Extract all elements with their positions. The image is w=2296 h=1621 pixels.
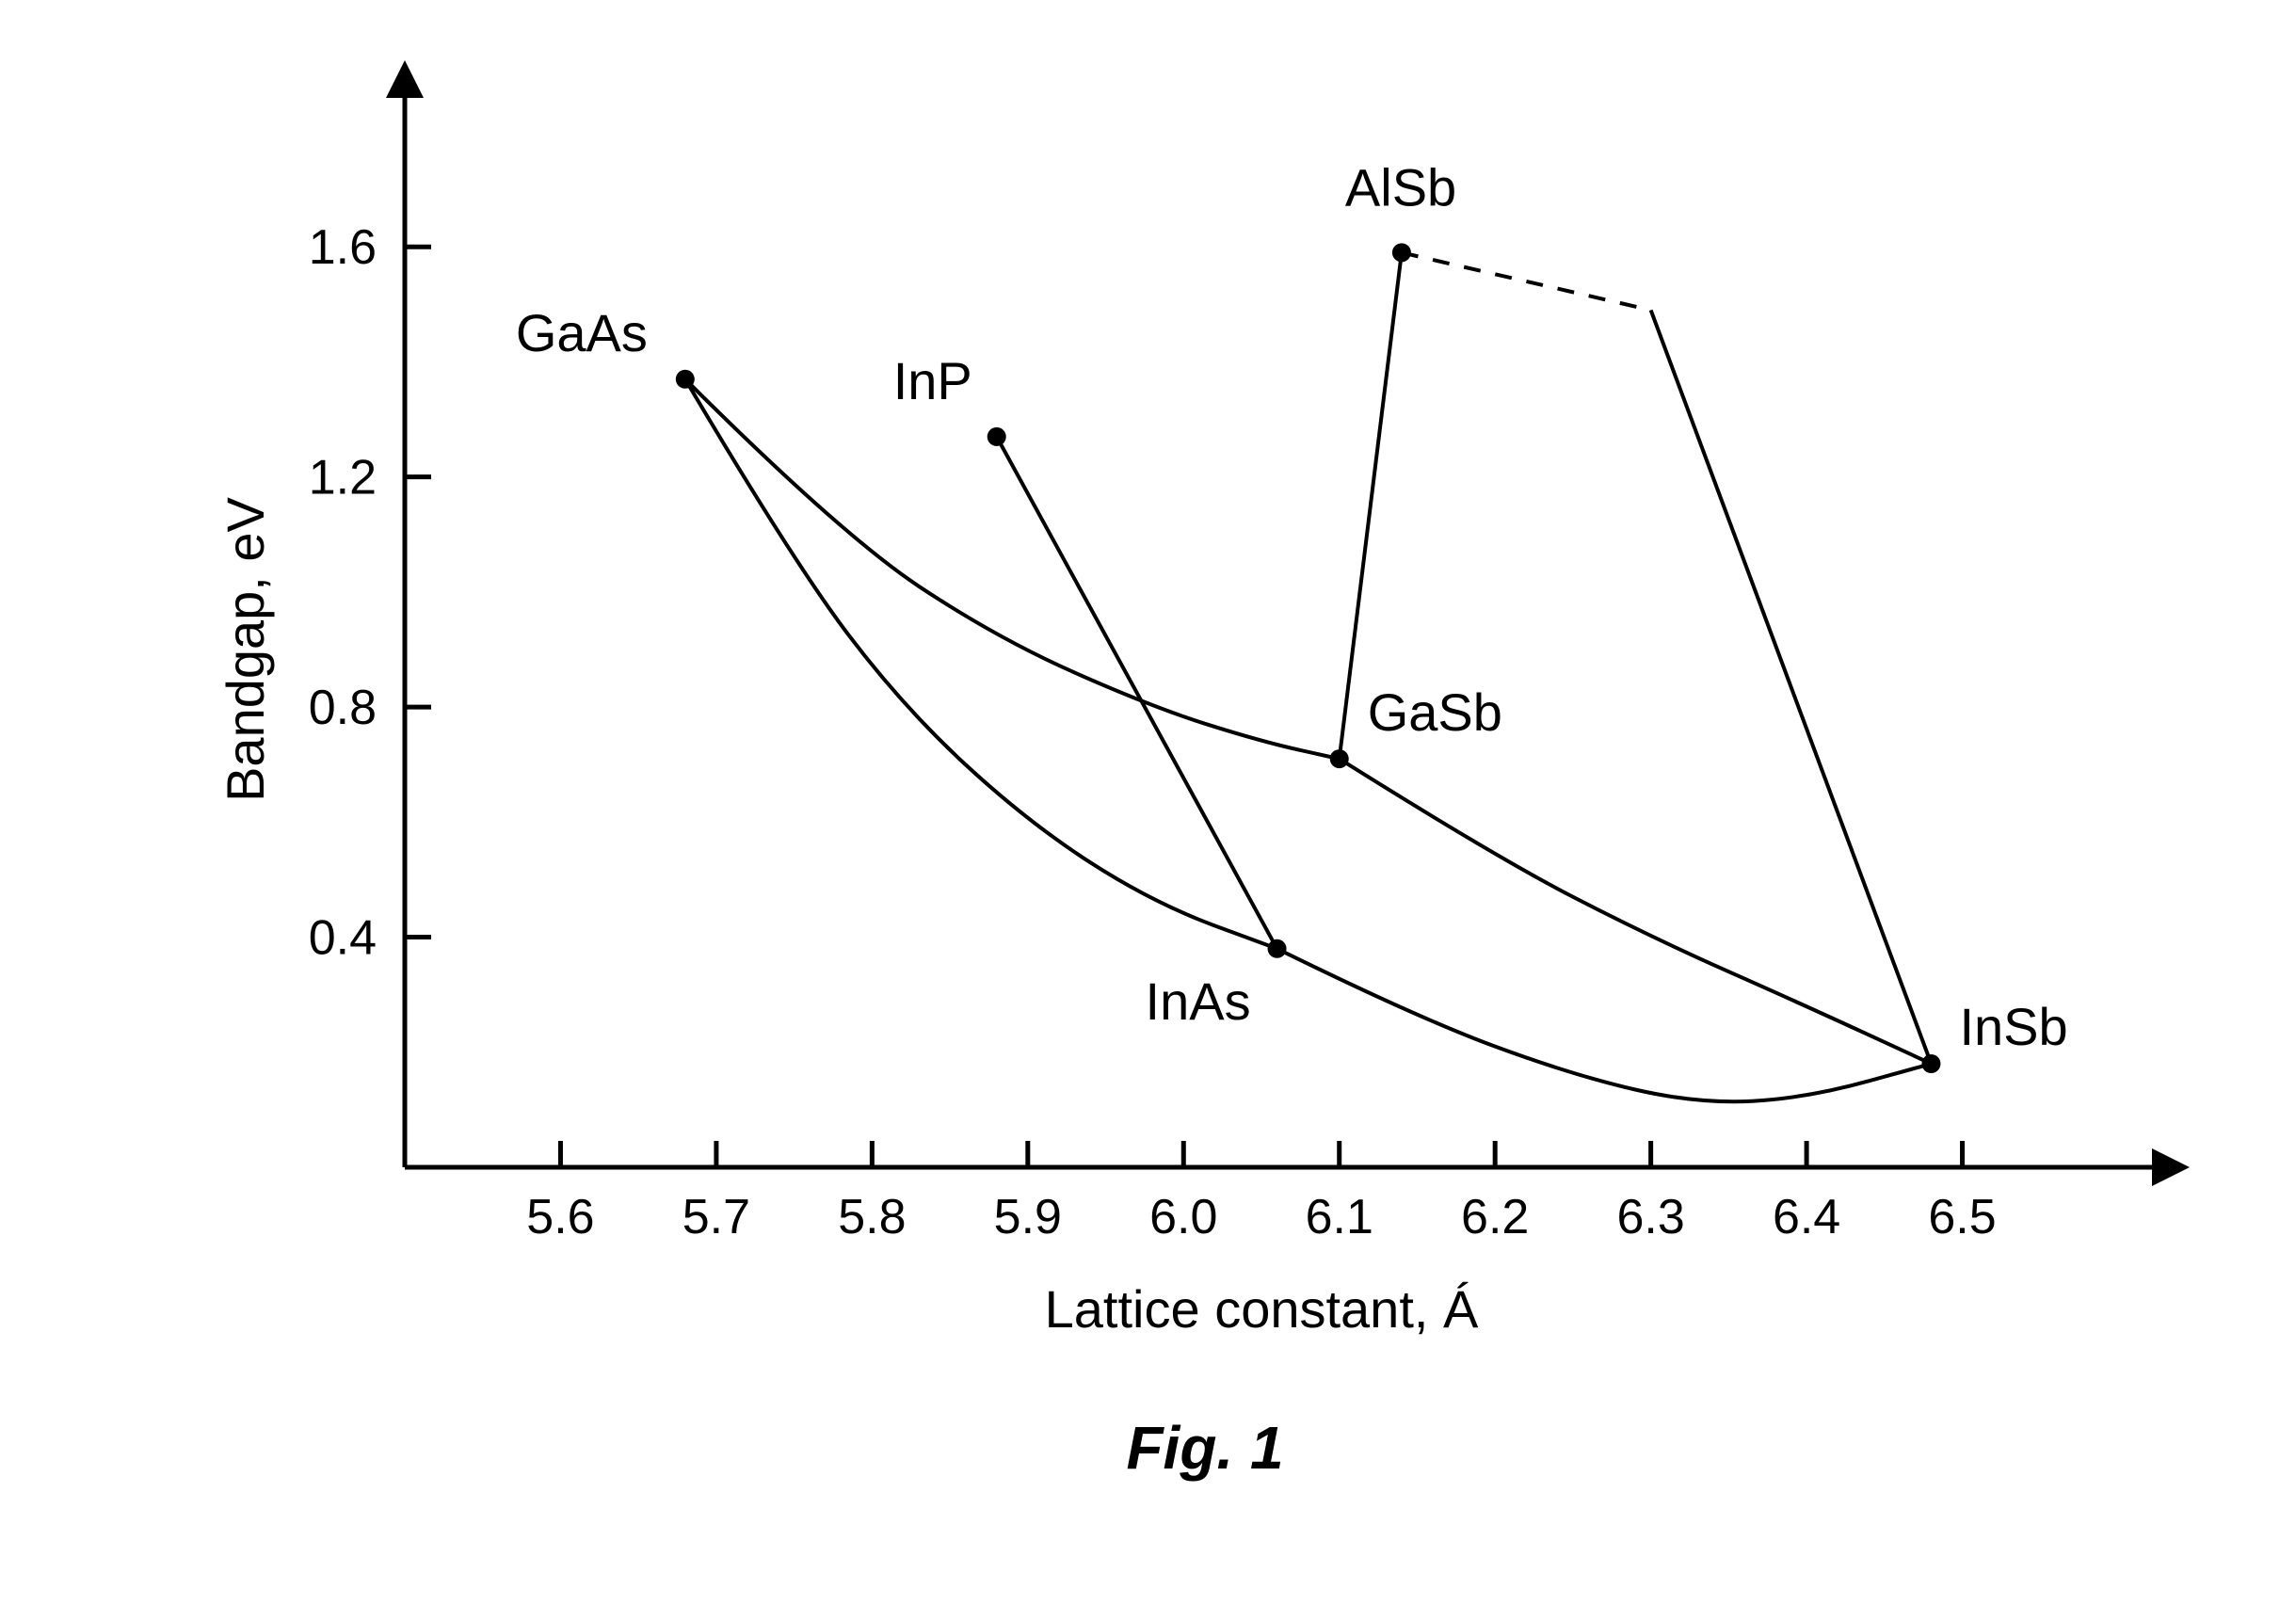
curve-InAs-InSb [1277,949,1932,1101]
y-tick-label: 0.8 [309,681,377,735]
label-AlSb: AlSb [1345,157,1456,217]
x-tick-label: 6.4 [1773,1190,1840,1244]
label-InSb: InSb [1959,997,2067,1056]
x-axis-label: Lattice constant, Á [1045,1279,1479,1339]
marker-GaSb [1330,749,1349,768]
label-InP: InP [893,351,972,410]
x-tick-label: 5.6 [526,1190,594,1244]
label-InAs: InAs [1146,971,1251,1031]
y-axis-label: Bandgap, eV [216,496,275,801]
curve-kink-InSb [1651,310,1932,1064]
y-tick-label: 1.2 [309,451,377,506]
marker-InSb [1921,1054,1940,1073]
label-GaSb: GaSb [1368,682,1502,742]
x-tick-label: 5.9 [994,1190,1062,1244]
x-tick-label: 6.2 [1461,1190,1529,1244]
label-GaAs: GaAs [516,303,648,362]
marker-AlSb [1392,243,1411,262]
curve-GaAs-GaSb [685,379,1340,759]
marker-InP [987,427,1006,446]
figure-caption: Fig. 1 [1126,1414,1283,1482]
chart-svg: 5.6 5.7 5.8 5.9 6.0 6.1 6.2 6.3 6.4 6.5 0.4 0.8 1.2 1… [0,0,2296,1621]
marker-GaAs [676,370,695,389]
x-tick-label: 5.8 [838,1190,906,1244]
x-tick-label: 5.7 [682,1190,750,1244]
y-tick-label: 1.6 [309,220,377,275]
x-tick-label: 6.3 [1616,1190,1684,1244]
x-tick-label: 6.5 [1928,1190,1996,1244]
curve-InP-InAs [997,437,1277,949]
x-tick-label: 6.0 [1149,1190,1217,1244]
y-tick-label: 0.4 [309,911,377,966]
x-tick-label: 6.1 [1306,1190,1373,1244]
bandgap-chart: 5.6 5.7 5.8 5.9 6.0 6.1 6.2 6.3 6.4 6.5 0.4 0.8 1.2 1… [0,0,2296,1621]
marker-InAs [1268,939,1287,958]
curve-AlSb-kink [1402,252,1651,310]
